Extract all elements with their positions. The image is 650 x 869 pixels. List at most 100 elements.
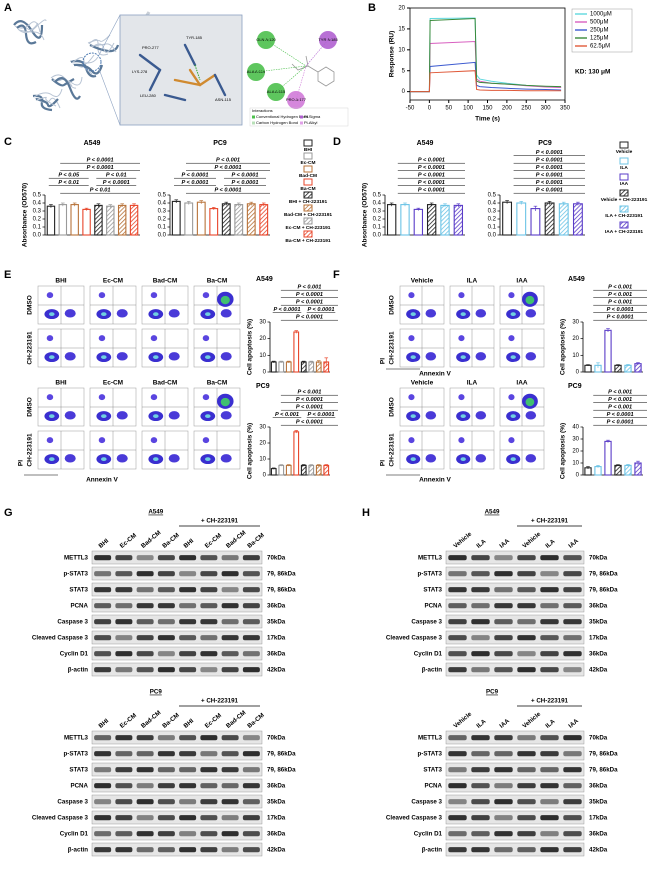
lane-label: Ec-CM <box>119 532 138 550</box>
apoptotic-core <box>525 295 535 305</box>
protein-label: STAT3 <box>69 767 88 774</box>
blot-strip <box>91 762 263 777</box>
protein-label: β-actin <box>422 667 442 674</box>
flow-plot <box>141 328 189 368</box>
legend-swatch <box>619 189 629 197</box>
protein-band <box>540 767 559 773</box>
bar <box>634 363 642 373</box>
protein-band <box>540 635 559 641</box>
p-value: P < 0.0001 <box>307 412 334 418</box>
bar <box>221 203 231 236</box>
protein-band <box>517 767 536 773</box>
protein-band <box>471 555 490 561</box>
ribbon <box>71 54 95 65</box>
treatment-label: + CH-223191 <box>201 518 239 525</box>
p-value: P < 0.0001 <box>607 419 634 425</box>
bar <box>285 361 292 373</box>
p-value: P < 0.0001 <box>231 180 258 186</box>
legend-swatch <box>303 139 313 147</box>
lane-label: IAA <box>498 717 511 730</box>
cell-population <box>202 394 210 401</box>
flow-plot <box>193 430 241 470</box>
y-axis-label: PI <box>380 358 387 364</box>
protein-band <box>563 603 582 609</box>
lane-label: Ec-CM <box>119 712 138 730</box>
ribbon <box>90 43 117 53</box>
size-label: 17kDa <box>589 815 608 822</box>
protein-band <box>448 799 467 805</box>
chart-title: A549 <box>568 276 585 283</box>
protein-label: METTL3 <box>418 735 443 742</box>
protein-band <box>221 783 239 789</box>
hbond <box>194 64 201 81</box>
x-tick-label: 250 <box>521 106 532 112</box>
legend-swatch <box>303 217 313 225</box>
interaction-legend-box <box>249 107 349 127</box>
y-tick-label: 0.4 <box>373 201 382 207</box>
lane-label: Ec-CM <box>204 532 223 550</box>
protein-band <box>517 783 536 789</box>
protein-band <box>94 571 112 577</box>
flow-plot <box>193 328 241 368</box>
legend-label: ILA + CH-223191 <box>605 213 643 219</box>
protein-band <box>448 587 467 593</box>
protein-band <box>136 831 154 837</box>
lane-label: ILA <box>475 538 488 550</box>
protein-label: PCNA <box>424 603 442 610</box>
bar <box>584 364 592 373</box>
protein-label: Caspase 3 <box>57 619 88 626</box>
cell-population <box>425 454 437 463</box>
protein-band <box>242 635 260 641</box>
protein-band <box>94 799 112 805</box>
protein-band <box>448 751 467 757</box>
protein-band <box>179 571 197 577</box>
protein-band <box>540 603 559 609</box>
x-tick-label: 100 <box>463 106 474 112</box>
cell-population <box>220 411 232 420</box>
cell-population <box>425 411 437 420</box>
protein-band <box>242 651 260 657</box>
bar <box>604 440 612 476</box>
protein-band <box>494 667 513 673</box>
y-axis-label: Cell apoptosis (%) <box>560 423 567 479</box>
cell-core <box>460 312 466 317</box>
cell-population <box>150 394 158 401</box>
legend-label: IAA <box>620 181 629 187</box>
protein-label: Caspase 3 <box>411 619 442 626</box>
protein-band <box>221 815 239 821</box>
protein-label: β-actin <box>68 667 88 674</box>
cell-population <box>150 292 158 299</box>
protein-label: β-actin <box>68 847 88 854</box>
cell-population <box>168 411 180 420</box>
protein-band <box>242 815 260 821</box>
y-tick-label: 0 <box>402 89 406 95</box>
protein-band <box>221 667 239 673</box>
protein-band <box>517 651 536 657</box>
size-label: 17kDa <box>267 635 286 642</box>
protein-band <box>200 751 218 757</box>
flow-plot <box>499 430 545 470</box>
protein-band <box>242 619 260 625</box>
protein-band <box>94 619 112 625</box>
y-tick-label: 0.2 <box>33 217 42 223</box>
protein-label: PCNA <box>70 783 88 790</box>
p-value: P < 0.001 <box>608 292 632 298</box>
y-tick-label: 10 <box>572 461 579 467</box>
cell-population <box>458 437 465 444</box>
legend-swatch <box>303 178 313 186</box>
bar <box>516 202 527 236</box>
size-label: 70kDa <box>267 735 286 742</box>
protein-band <box>471 667 490 673</box>
protein-band <box>540 571 559 577</box>
protein-band <box>179 603 197 609</box>
residue-node-label: ALA A:119 <box>247 69 266 74</box>
protein-band <box>221 767 239 773</box>
column-label: IAA <box>516 380 528 387</box>
y-tick-label: 10 <box>259 353 266 359</box>
cell-population <box>98 292 106 299</box>
protein-band <box>115 815 133 821</box>
protein-label: Cyclin D1 <box>60 651 89 658</box>
chart-title: PC9 <box>256 383 270 390</box>
protein-band <box>540 815 559 821</box>
blot-strip <box>445 794 585 809</box>
